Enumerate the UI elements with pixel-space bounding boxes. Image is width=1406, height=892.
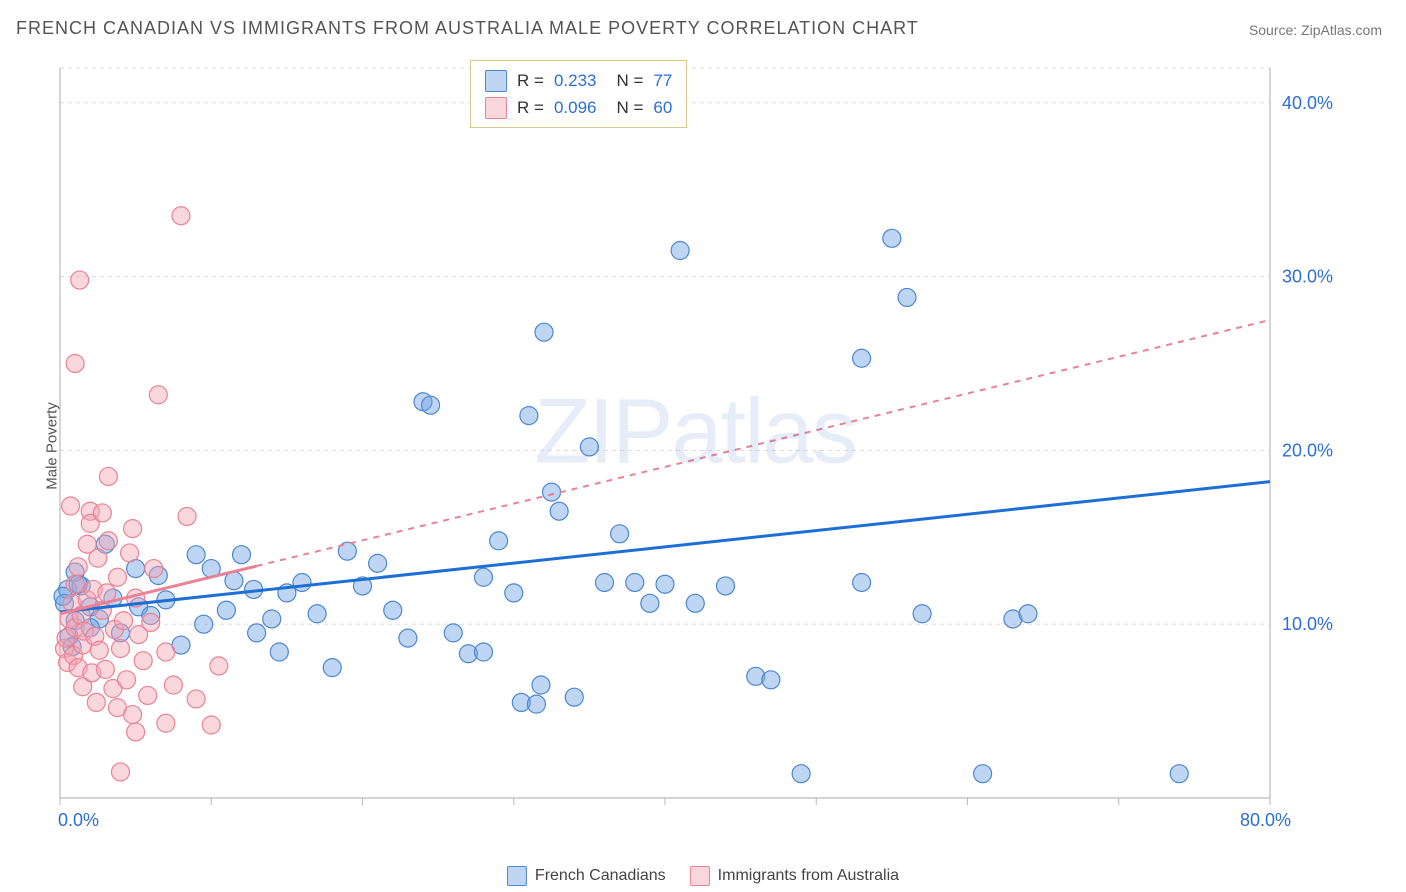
svg-text:20.0%: 20.0%	[1282, 440, 1333, 460]
plot-area: 10.0% 20.0% 30.0% 40.0% 0.0% 80.0% R = 0.233N…	[50, 58, 1340, 838]
svg-text:0.0%: 0.0%	[58, 810, 99, 830]
legend-row: R = 0.096N = 60	[485, 94, 672, 121]
chart-title: FRENCH CANADIAN VS IMMIGRANTS FROM AUSTR…	[16, 18, 919, 39]
svg-text:10.0%: 10.0%	[1282, 614, 1333, 634]
legend-item: Immigrants from Australia	[690, 866, 899, 886]
correlation-legend: R = 0.233N = 77R = 0.096N = 60	[470, 60, 687, 128]
series-legend: French Canadians Immigrants from Australi…	[507, 866, 899, 886]
svg-text:80.0%: 80.0%	[1240, 810, 1291, 830]
legend-row: R = 0.233N = 77	[485, 67, 672, 94]
svg-text:30.0%: 30.0%	[1282, 267, 1333, 287]
svg-text:40.0%: 40.0%	[1282, 93, 1333, 113]
chart-svg: 10.0% 20.0% 30.0% 40.0% 0.0% 80.0%	[50, 58, 1340, 838]
source-label: Source: ZipAtlas.com	[1249, 22, 1382, 38]
legend-item: French Canadians	[507, 866, 666, 886]
